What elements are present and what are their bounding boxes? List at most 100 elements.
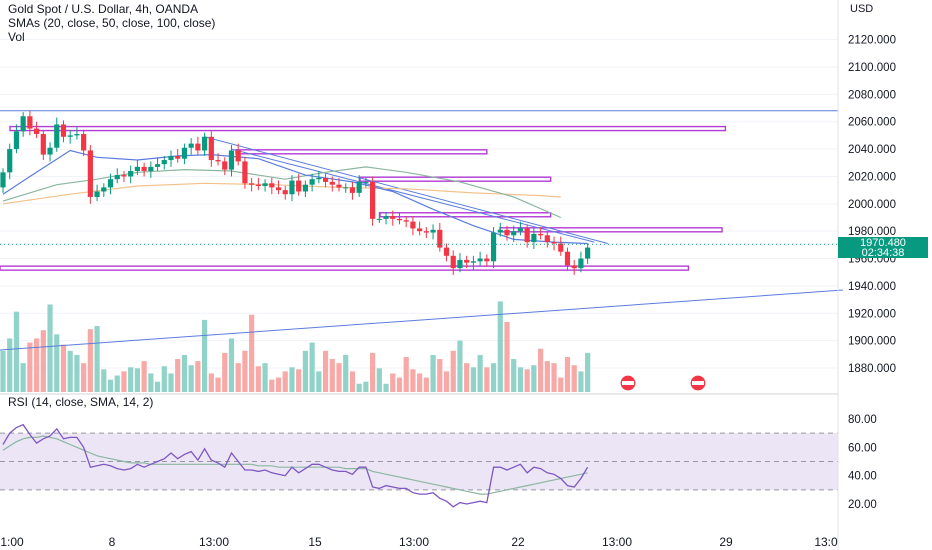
volume-bar [464,363,470,392]
volume-bar [316,371,322,392]
volume-bar [490,363,497,392]
candle-body [490,232,497,262]
candle-body [114,175,120,180]
volume-bar [255,366,261,392]
candle-body [457,259,463,269]
candle-body [269,183,275,188]
rsi-legend[interactable]: RSI (14, close, SMA, 14, 2) [8,395,153,409]
volume-bar [356,383,362,392]
candle-body [181,147,188,159]
candle-body [60,124,67,137]
candle-body [249,183,255,185]
volume-bar [40,330,46,392]
candle-body [336,184,342,188]
candle-body [437,229,443,248]
candle-body [282,190,288,195]
candle-body [329,181,335,185]
volume-bar [450,350,456,392]
candle-body [517,228,524,232]
sma-legend[interactable]: SMAs (20, close, 50, close, 100, close) [8,16,216,30]
volume-bar [524,369,530,392]
candle-body [376,218,382,220]
volume-bar [67,350,73,392]
volume-bar [188,365,194,392]
axes-layer: 1880.0001900.0001920.0001940.0001960.000… [0,35,896,549]
countdown-label: 02:34:38 [861,247,905,259]
candle-body [20,116,26,132]
candle-body [34,128,40,135]
candle-body [134,166,140,171]
volume-bar [215,377,221,392]
candle-body [470,261,476,263]
volume-bar [20,363,26,392]
volume-bar [309,342,315,392]
candle-body [343,187,349,189]
price-tick-label: 2120.000 [848,35,896,47]
volume-bar [370,352,376,392]
candle-body [531,233,537,243]
candle-body [390,216,396,219]
time-tick-label: 13:00 [399,535,429,549]
time-tick-label: 13:0 [814,535,838,549]
candle-body [578,258,584,269]
price-tick-label: 1900.000 [848,336,896,348]
candle-body [450,255,456,269]
candle-body [417,228,423,232]
price-tick-label: 2020.000 [848,171,896,183]
volume-bar [396,377,403,392]
candle-body [27,116,33,129]
candle-body [309,179,315,185]
volume-bar [74,354,80,392]
price-tick-label: 1880.000 [848,363,896,375]
candle-body [175,155,181,159]
candle-body [228,150,235,170]
volume-bar [134,368,140,392]
rsi-tick-label: 40.00 [848,471,877,483]
volume-legend[interactable]: Vol [8,30,25,44]
candle-body [464,259,470,263]
last-price-label: 1970.480 [860,237,906,249]
volume-bar [470,367,476,392]
volume-bar [249,314,255,392]
volume-bar [390,373,396,392]
volume-bar [114,375,120,392]
candle-body [316,177,322,180]
volume-bar [504,321,510,392]
candle-body [511,231,517,236]
candle-body [538,233,544,236]
event-flag-icon[interactable] [689,374,707,392]
volume-bar [275,377,282,392]
volume-bar [202,319,208,392]
time-tick-label: 22 [511,535,525,549]
candle-body [202,136,208,151]
drawings-layer[interactable] [0,110,844,351]
candle-body [497,229,503,233]
volume-bar [457,340,463,392]
volume-bar [7,338,13,392]
rsi-ma-line [2,435,588,495]
main-legend[interactable]: Gold Spot / U.S. Dollar, 4h, OANDA SMAs … [8,2,215,44]
volume-bar [322,350,329,392]
volume-bar [168,373,174,392]
volume-bar [383,383,389,392]
candle-body [477,258,483,262]
candle-body [356,181,362,193]
candle-body [403,220,409,222]
candle-body [242,161,248,184]
volume-bar [538,348,544,392]
rsi-legend-label[interactable]: RSI (14, close, SMA, 14, 2) [8,395,154,409]
candle-body [215,160,221,162]
event-flag-icon[interactable] [619,374,637,392]
volume-bar [235,363,241,392]
volume-pane [0,301,591,392]
candle-body [275,187,282,191]
candle-body [551,242,557,244]
volume-bar [269,379,275,392]
volume-bar [141,361,147,392]
volume-bar [54,334,60,392]
volume-bar [242,350,248,392]
volume-bar [517,367,524,392]
trend-line [231,148,595,243]
symbol-title[interactable]: Gold Spot / U.S. Dollar, 4h, OANDA [8,2,199,16]
